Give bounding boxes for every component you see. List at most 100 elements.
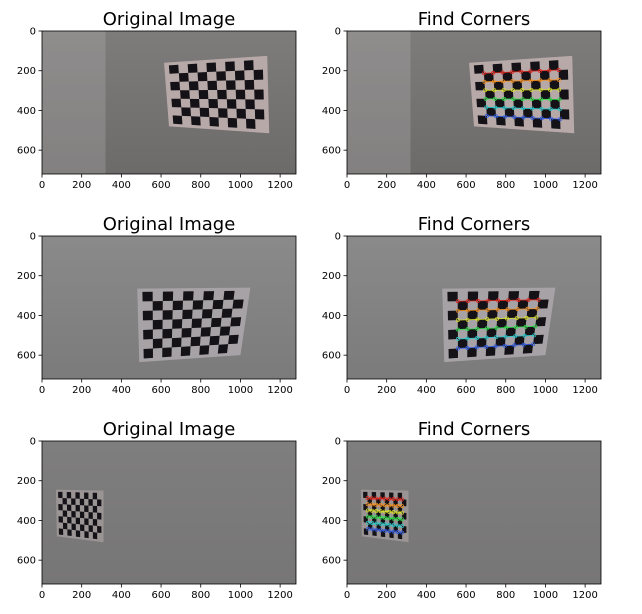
checker-square (188, 81, 199, 91)
checker-square (397, 518, 403, 526)
corner-marker (523, 324, 528, 329)
checker-square (97, 525, 102, 534)
checker-square (245, 99, 255, 110)
checker-square (226, 99, 237, 109)
corner-marker (520, 88, 525, 92)
corner-marker (455, 308, 460, 313)
checker-square (67, 529, 72, 537)
x-tick-label: 400 (417, 180, 436, 191)
corner-marker (539, 116, 544, 121)
corner-marker (391, 529, 396, 534)
axes-frame (41, 440, 297, 585)
y-tick-label: 600 (17, 556, 36, 567)
checker-square (389, 492, 394, 500)
checker-square (209, 117, 219, 127)
panel-1: Original Image 0 200 400 600 800 1000 1200 0 200 4… (17, 9, 297, 191)
corner-marker (400, 504, 405, 509)
corner-marker (504, 316, 509, 321)
corner-marker (455, 346, 460, 351)
corner-marker (513, 334, 518, 339)
checker-square (71, 498, 76, 505)
checker-square (92, 532, 98, 540)
corner-marker (531, 342, 536, 347)
corner-marker (557, 97, 562, 102)
corner-marker (378, 509, 383, 514)
checker-square (457, 301, 468, 311)
corner-marker (378, 515, 383, 520)
checker-square (66, 504, 72, 511)
corner-marker (511, 106, 516, 111)
x-tick-label: 1200 (572, 590, 597, 601)
x-tick-label: 800 (191, 385, 210, 396)
corner-marker (501, 88, 506, 93)
checker-square (162, 310, 173, 320)
corner-row-line (457, 308, 538, 312)
corner-marker (506, 298, 511, 303)
corner-marker (455, 337, 460, 341)
checker-square (180, 90, 190, 99)
corner-marker (395, 530, 400, 535)
checker-square (92, 505, 98, 513)
corner-marker (400, 530, 405, 535)
checker-square (506, 309, 518, 319)
corner-marker (521, 115, 526, 120)
checker-square (514, 117, 524, 127)
x-tick-label: 800 (496, 180, 515, 191)
light-glare (42, 31, 106, 174)
y-tick-label: 0 (30, 232, 36, 243)
checker-square (191, 318, 202, 328)
corner-marker (536, 297, 541, 302)
corner-marker (494, 326, 499, 330)
corner-marker (391, 510, 396, 515)
corner-marker (395, 517, 400, 521)
checker-square (550, 118, 561, 129)
checker-square (62, 498, 67, 505)
checker-square (448, 329, 458, 340)
checker-square (97, 499, 102, 507)
checker-square (531, 99, 542, 109)
corner-marker (474, 345, 479, 350)
checker-square (393, 499, 398, 506)
checker-square (218, 108, 228, 118)
checker-square (75, 530, 81, 538)
y-tick-label: 0 (30, 27, 36, 38)
checker-square (495, 336, 506, 347)
corner-marker (493, 105, 498, 110)
checker-square (152, 338, 163, 349)
checker-square (236, 108, 246, 119)
x-tick-label: 1000 (533, 180, 558, 191)
checker-square (467, 310, 478, 320)
checker-square (235, 89, 246, 100)
corner-marker (374, 502, 379, 507)
image-content (347, 236, 601, 379)
corner-marker (495, 316, 500, 321)
corner-marker (514, 316, 519, 321)
corner-marker (509, 70, 514, 75)
x-tick-label: 600 (152, 385, 171, 396)
checker-square (180, 346, 191, 357)
x-tick-label: 1000 (533, 385, 558, 396)
corner-marker (382, 503, 387, 508)
x-tick-label: 0 (39, 180, 45, 191)
x-tick-label: 1000 (228, 590, 253, 601)
corner-marker (378, 521, 383, 526)
checker-square (88, 525, 93, 533)
corner-marker (496, 298, 501, 303)
checker-square (477, 115, 488, 125)
corner-marker (558, 117, 563, 122)
checker-square (183, 291, 194, 301)
checker-square (380, 517, 386, 525)
corner-row-line (485, 98, 560, 100)
x-tick-label: 0 (39, 590, 45, 601)
x-tick-label: 800 (191, 180, 210, 191)
panel-title: Original Image (103, 9, 236, 30)
corner-marker (484, 326, 489, 331)
corner-marker (382, 496, 387, 501)
panel-5: Original Image 0 200 400 600 800 1000 1200 0 200 4… (17, 419, 297, 601)
checker-square (539, 70, 550, 81)
image-content (42, 441, 296, 584)
y-tick-label: 600 (322, 351, 341, 362)
checker-square (535, 317, 547, 327)
corner-marker (484, 105, 489, 110)
checker-square (393, 525, 398, 533)
